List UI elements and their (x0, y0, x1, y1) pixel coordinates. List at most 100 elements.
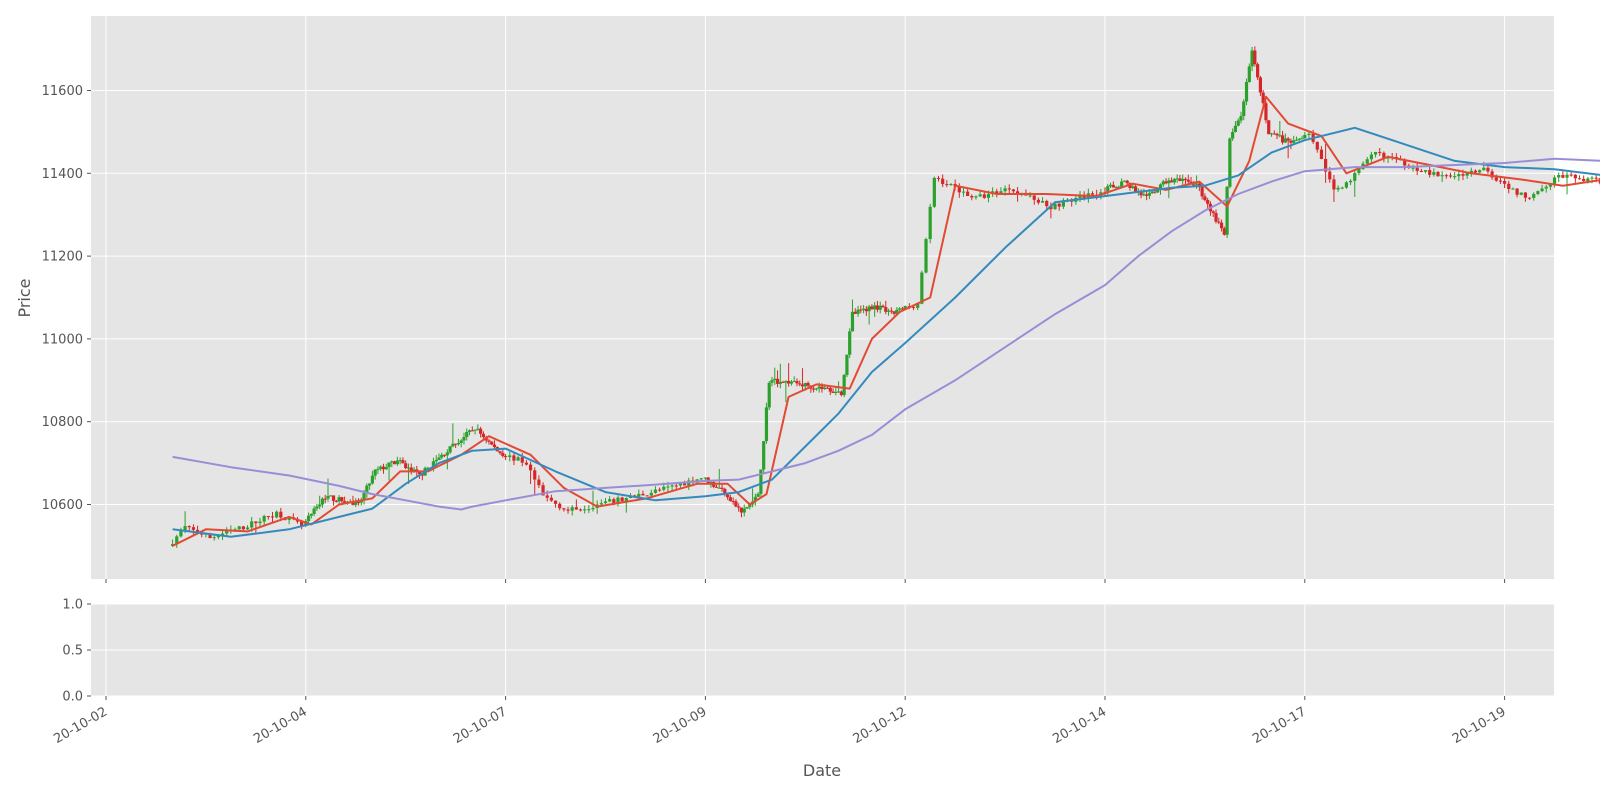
candle-body (892, 311, 896, 314)
candle-body (1448, 175, 1453, 177)
candle-body (558, 503, 562, 509)
candle-body (1440, 175, 1444, 177)
candle-body (1181, 178, 1185, 181)
candle-body (487, 440, 491, 442)
candle-body (1300, 138, 1304, 140)
candle-body (323, 498, 327, 500)
candle-body (1117, 186, 1121, 188)
candle-body (845, 354, 849, 376)
candle-body (924, 239, 928, 273)
candle-body (254, 521, 258, 524)
candle-body (739, 507, 744, 513)
candle-body (762, 441, 766, 470)
candle-body (1256, 64, 1260, 78)
candle-body (714, 486, 719, 488)
candle-body (1131, 186, 1135, 188)
candle-body (1278, 135, 1282, 137)
candle-body (1150, 191, 1154, 194)
candle-body (225, 530, 229, 534)
candle-body (1250, 50, 1254, 67)
candle-body (504, 456, 508, 458)
candle-body (376, 468, 380, 470)
candle-body (778, 381, 782, 384)
candle-body (787, 380, 791, 384)
candle-body (834, 391, 838, 393)
candle-body (1267, 120, 1271, 135)
candle-body (401, 460, 405, 464)
candle-body (1286, 138, 1290, 141)
candle-body (999, 191, 1003, 194)
candle-body (1222, 228, 1226, 235)
candle-body (440, 454, 444, 458)
candle-body (1382, 152, 1386, 159)
candle-body (1125, 180, 1129, 184)
candle-body (459, 440, 463, 444)
candle-body (767, 382, 771, 408)
candle-body (873, 305, 877, 310)
candle-body (237, 526, 241, 530)
x-tick-label: 20-10-07 (451, 704, 510, 746)
candle-body (723, 488, 727, 495)
candle-body (1490, 171, 1494, 178)
candle-body (856, 309, 860, 314)
candle-body (390, 461, 394, 463)
candle-body (616, 497, 620, 504)
candle-body (1369, 154, 1373, 160)
candle-body (1007, 188, 1011, 190)
volume-y-tick-label: 0.0 (62, 690, 83, 705)
candle-body (666, 486, 670, 488)
candle-body (216, 535, 220, 538)
x-tick-label: 20-10-09 (651, 704, 710, 746)
candle-body (387, 462, 391, 468)
candle-body (653, 489, 658, 493)
candle-body (1444, 175, 1448, 177)
candle-body (781, 381, 785, 383)
candle-body (1133, 186, 1138, 192)
candle-body (699, 478, 703, 480)
candle-body (451, 443, 455, 447)
series-line-3 (172, 157, 1600, 511)
candle-body (356, 502, 361, 504)
candle-body (1552, 177, 1557, 184)
candle-body (473, 429, 477, 431)
x-tick-label: 20-10-14 (1050, 704, 1109, 746)
candle-body (1217, 221, 1221, 223)
candle-body (1003, 188, 1007, 192)
candle-body (1194, 183, 1199, 185)
candle-body (587, 509, 591, 511)
candle-body (1527, 197, 1532, 199)
candle-body (828, 387, 832, 392)
candle-body (1461, 174, 1465, 176)
candle-body (1436, 172, 1440, 177)
candle-body (1573, 174, 1577, 179)
candle-body (1225, 186, 1229, 235)
candle-body (911, 306, 916, 308)
candle-body (1586, 178, 1590, 182)
candle-body (756, 493, 760, 497)
candle-body (187, 526, 191, 528)
candle-body (1357, 168, 1361, 174)
candle-body (1122, 180, 1127, 182)
candle-body (175, 536, 179, 545)
candle-body (183, 526, 187, 531)
candle-body (456, 443, 461, 445)
candle-body (945, 184, 949, 186)
candle-body (381, 466, 386, 470)
candle-body (1200, 187, 1204, 197)
candle-body (1258, 77, 1262, 93)
candle-body (995, 191, 999, 194)
candle-body (437, 457, 441, 460)
candle-body (1269, 133, 1274, 135)
x-tick-label: 20-10-17 (1250, 704, 1309, 746)
candle-body (434, 459, 438, 462)
candle-body (823, 387, 827, 390)
candle-body (1569, 174, 1573, 176)
candle-body (431, 461, 436, 469)
candle-body (553, 500, 558, 504)
candle-body (241, 526, 245, 530)
candle-body (814, 388, 818, 390)
candle-body (329, 495, 333, 497)
candle-body (250, 521, 254, 528)
candle-body (1511, 188, 1515, 190)
candle-body (1594, 177, 1598, 179)
